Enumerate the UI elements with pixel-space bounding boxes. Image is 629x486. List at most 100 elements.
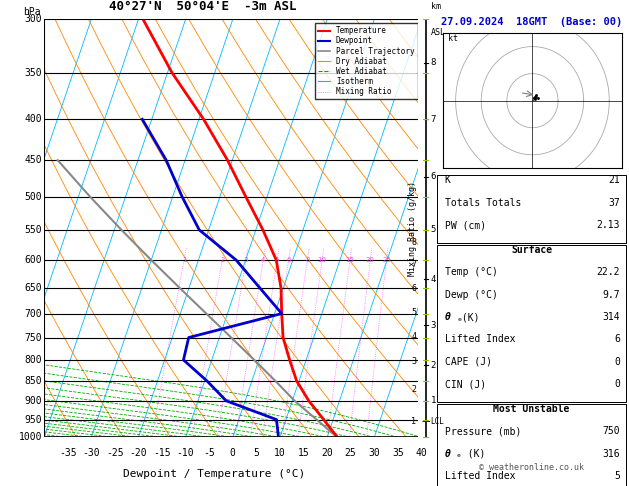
Text: -10: -10 [177,448,194,458]
Text: 3: 3 [243,257,248,263]
Text: 37: 37 [608,198,620,208]
Text: 6: 6 [286,257,291,263]
Text: 40: 40 [416,448,427,458]
Text: 1: 1 [182,257,186,263]
Text: 3: 3 [411,357,416,366]
Text: PW (cm): PW (cm) [445,220,486,230]
Text: 600: 600 [25,255,42,265]
Text: 3: 3 [431,321,436,330]
Text: 2: 2 [220,257,225,263]
Text: -25: -25 [106,448,124,458]
Text: Surface: Surface [511,245,552,255]
Text: 650: 650 [25,283,42,293]
Text: 22.2: 22.2 [597,267,620,277]
Text: CAPE (J): CAPE (J) [445,357,492,367]
Text: 550: 550 [25,225,42,235]
Text: 7: 7 [411,260,416,269]
Text: 450: 450 [25,155,42,165]
Text: -15: -15 [153,448,171,458]
Text: 27.09.2024  18GMT  (Base: 00): 27.09.2024 18GMT (Base: 00) [441,17,622,27]
Text: 0: 0 [230,448,236,458]
Text: 1000: 1000 [19,433,42,442]
Bar [437,175,626,243]
Text: 7: 7 [431,115,436,124]
Text: 750: 750 [603,426,620,436]
Text: 5: 5 [615,471,620,481]
Text: CIN (J): CIN (J) [445,379,486,389]
Text: 10: 10 [318,257,326,263]
Text: Lifted Index: Lifted Index [445,471,515,481]
Text: 400: 400 [25,114,42,124]
Text: Pressure (mb): Pressure (mb) [445,426,521,436]
Text: 15: 15 [345,257,354,263]
Text: 10: 10 [274,448,286,458]
Text: 21: 21 [608,175,620,185]
Text: -20: -20 [130,448,147,458]
Text: hPa: hPa [23,7,41,17]
Text: 40°27'N  50°04'E  -3m ASL: 40°27'N 50°04'E -3m ASL [109,0,296,13]
Text: 5: 5 [253,448,259,458]
Text: 5: 5 [431,226,436,234]
Text: 800: 800 [25,355,42,365]
Text: 700: 700 [25,309,42,319]
Text: Lifted Index: Lifted Index [445,334,515,345]
Text: ASL: ASL [431,28,445,37]
Text: 1: 1 [431,396,436,405]
Text: Mixing Ratio (g/kg): Mixing Ratio (g/kg) [408,181,417,276]
Text: 6: 6 [431,172,436,181]
Text: 30: 30 [369,448,380,458]
Text: Dewp (°C): Dewp (°C) [445,290,498,300]
Text: 25: 25 [345,448,357,458]
Text: 900: 900 [25,396,42,406]
Text: θ: θ [445,312,450,322]
Text: 35: 35 [392,448,404,458]
Bar [437,245,626,401]
Text: -5: -5 [203,448,215,458]
Bar [437,404,626,486]
Text: K: K [445,175,450,185]
Legend: Temperature, Dewpoint, Parcel Trajectory, Dry Adiabat, Wet Adiabat, Isotherm, Mi: Temperature, Dewpoint, Parcel Trajectory… [315,23,418,99]
Text: 500: 500 [25,192,42,202]
Text: 5: 5 [275,257,279,263]
Text: 4: 4 [411,332,416,341]
Text: 6: 6 [615,334,620,345]
Text: LCL: LCL [431,417,445,426]
Text: 6: 6 [411,284,416,293]
Text: 8: 8 [411,238,416,247]
Text: 2.13: 2.13 [597,220,620,230]
Text: 20: 20 [321,448,333,458]
Text: 20: 20 [366,257,375,263]
Text: 750: 750 [25,332,42,343]
Text: 300: 300 [25,15,42,24]
Text: 15: 15 [298,448,309,458]
Text: 5: 5 [411,308,416,316]
Text: 8: 8 [305,257,309,263]
Text: Totals Totals: Totals Totals [445,198,521,208]
Text: © weatheronline.co.uk: © weatheronline.co.uk [479,463,584,471]
Text: 2: 2 [431,361,436,370]
Text: 0: 0 [615,357,620,367]
Text: km: km [431,2,440,11]
Text: ₑ (K): ₑ (K) [456,449,486,459]
Text: 9.7: 9.7 [603,290,620,300]
Text: 4: 4 [261,257,265,263]
Text: 25: 25 [382,257,391,263]
Text: Temp (°C): Temp (°C) [445,267,498,277]
Text: Most Unstable: Most Unstable [493,404,570,414]
Text: 950: 950 [25,415,42,425]
Text: -30: -30 [82,448,100,458]
Text: 350: 350 [25,68,42,78]
Text: 314: 314 [603,312,620,322]
Text: kt: kt [448,34,458,43]
Text: 1: 1 [411,417,416,426]
Text: 2: 2 [411,384,416,394]
Text: 316: 316 [603,449,620,459]
Text: θ: θ [445,449,450,459]
Text: 850: 850 [25,376,42,386]
Text: 8: 8 [431,58,436,68]
Text: 4: 4 [431,275,436,284]
Text: ₑ(K): ₑ(K) [456,312,479,322]
Text: Dewpoint / Temperature (°C): Dewpoint / Temperature (°C) [123,469,305,479]
Text: 0: 0 [615,379,620,389]
Text: -35: -35 [58,448,77,458]
